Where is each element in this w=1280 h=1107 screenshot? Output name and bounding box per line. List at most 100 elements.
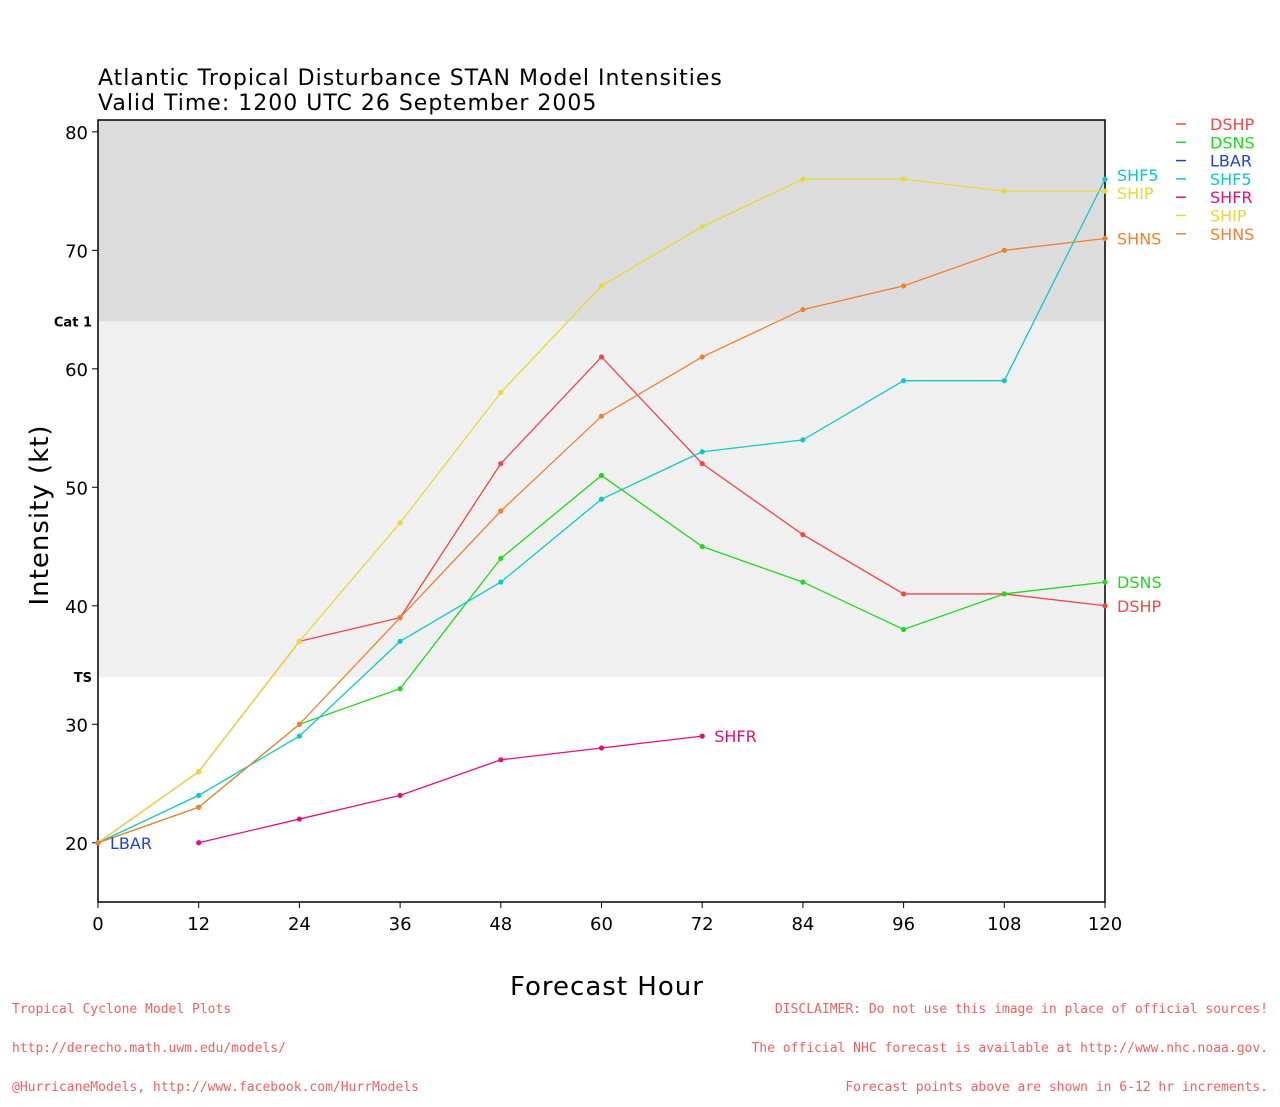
disclaimer-line: The official NHC forecast is available a…: [751, 1041, 1268, 1056]
data-point-shns: [296, 721, 302, 727]
data-point-dshp: [1102, 603, 1108, 609]
x-tick-label: 24: [288, 914, 311, 935]
data-point-dshp: [901, 591, 907, 597]
legend-label-dshp: DSHP: [1210, 115, 1255, 134]
x-axis-label: Forecast Hour: [510, 972, 704, 1002]
series-end-label-dsns: DSNS: [1117, 573, 1162, 592]
data-point-dsns: [901, 626, 907, 633]
y-tick-label: 60: [65, 360, 88, 381]
data-point-shfr: [296, 816, 302, 822]
data-point-shf5: [1102, 176, 1108, 182]
x-tick-label: 0: [92, 914, 103, 935]
y-tick-label: 20: [65, 834, 88, 855]
x-tick-label: 108: [987, 914, 1021, 935]
x-tick-label: 36: [389, 914, 412, 935]
x-tick-label: 96: [892, 914, 915, 935]
data-point-dshp: [699, 461, 705, 467]
data-point-ship: [1102, 188, 1108, 194]
data-point-shf5: [901, 378, 907, 384]
legend-label-ship: SHIP: [1210, 207, 1247, 226]
data-point-ship: [800, 176, 806, 182]
x-tick-label: 84: [791, 914, 814, 935]
data-point-dsns: [498, 555, 504, 561]
series-end-label-lbar: LBAR: [110, 834, 152, 853]
y-axis-label: Intensity (kt): [25, 424, 55, 606]
y-tick-label: 40: [65, 597, 88, 618]
intensity-chart: Cat 1 TS 20 30 40 50 60 70 80 0 12 24 36 48 60 72 84 96 10…: [54, 115, 1255, 935]
legend-label-shf5: SHF5: [1210, 170, 1252, 189]
legend-label-dsns: DSNS: [1210, 133, 1255, 152]
data-point-ship: [196, 769, 202, 775]
series-end-label-ship: SHIP: [1117, 184, 1154, 203]
data-point-ship: [598, 283, 605, 289]
data-point-shns: [498, 508, 504, 514]
data-point-dsns: [1102, 579, 1108, 585]
footer-right: DISCLAIMER: Do not use this image in pla…: [751, 977, 1268, 1107]
data-point-dsns: [699, 543, 705, 550]
data-point-shf5: [397, 638, 403, 644]
series-end-label-shf5: SHF5: [1117, 166, 1159, 185]
series-end-label-shfr: SHFR: [714, 727, 757, 746]
data-point-shfr: [498, 757, 504, 763]
data-point-ship: [699, 224, 705, 230]
x-tick-label: 12: [187, 914, 210, 935]
data-point-shf5: [598, 496, 605, 502]
footer-left-line: Tropical Cyclone Model Plots: [12, 1002, 232, 1017]
data-point-ship: [296, 638, 302, 644]
data-point-dshp: [800, 532, 806, 538]
data-point-dsns: [800, 579, 806, 585]
chart-title: Atlantic Tropical Disturbance STAN Model…: [98, 66, 723, 91]
data-point-shns: [598, 413, 605, 419]
y-tick-label: 30: [65, 715, 88, 736]
data-point-shf5: [196, 792, 202, 798]
data-point-shns: [196, 804, 202, 810]
series-end-label-shns: SHNS: [1117, 229, 1161, 248]
threshold-label: TS: [74, 671, 92, 686]
y-tick-label: 50: [65, 478, 88, 499]
data-point-ship: [1001, 188, 1007, 194]
data-point-shns: [901, 283, 907, 289]
data-point-shf5: [498, 579, 504, 585]
data-point-shfr: [699, 733, 705, 739]
data-point-dshp: [498, 461, 504, 467]
series-end-label-dshp: DSHP: [1117, 597, 1162, 616]
data-point-shfr: [196, 840, 202, 846]
data-point-shns: [800, 306, 806, 313]
data-point-ship: [397, 520, 403, 526]
data-point-dsns: [1001, 591, 1007, 597]
data-point-shns: [397, 615, 403, 621]
data-point-dsns: [397, 686, 403, 692]
legend-label-shfr: SHFR: [1210, 188, 1253, 207]
threshold-label: Cat 1: [54, 315, 92, 330]
data-point-shns: [1001, 247, 1007, 253]
chart-subtitle: Valid Time: 1200 UTC 26 September 2005: [98, 91, 598, 116]
disclaimer-line: DISCLAIMER: Do not use this image in pla…: [774, 1002, 1268, 1017]
data-point-shf5: [699, 449, 705, 455]
data-point-shns: [1102, 235, 1108, 242]
data-point-dshp: [598, 354, 605, 360]
x-tick-label: 48: [489, 914, 512, 935]
data-point-shns: [95, 840, 101, 846]
legend-label-shns: SHNS: [1210, 225, 1254, 244]
disclaimer-line: Forecast points above are shown in 6-12 …: [845, 1080, 1268, 1095]
y-tick-label: 70: [65, 241, 88, 262]
y-tick-label: 80: [65, 123, 88, 144]
data-point-shf5: [800, 437, 806, 443]
footer-left: Tropical Cyclone Model Plots http://dere…: [12, 977, 419, 1107]
intensity-band-cat-1: [98, 120, 1105, 322]
data-point-shf5: [296, 733, 302, 739]
series-line-shfr: [198, 735, 703, 844]
x-tick-label: 60: [590, 914, 613, 935]
x-tick-label: 72: [691, 914, 714, 935]
data-point-shfr: [598, 745, 605, 751]
data-point-shns: [699, 354, 705, 360]
footer-left-line: http://derecho.math.uwm.edu/models/: [12, 1041, 286, 1056]
data-point-ship: [901, 176, 907, 182]
x-tick-label: 120: [1088, 914, 1122, 935]
legend-label-lbar: LBAR: [1210, 152, 1252, 171]
data-point-ship: [498, 389, 504, 396]
data-point-dsns: [598, 472, 605, 479]
data-point-shf5: [1001, 378, 1007, 384]
footer-left-line: @HurricaneModels, http://www.facebook.co…: [12, 1080, 419, 1095]
data-point-shfr: [397, 792, 403, 798]
